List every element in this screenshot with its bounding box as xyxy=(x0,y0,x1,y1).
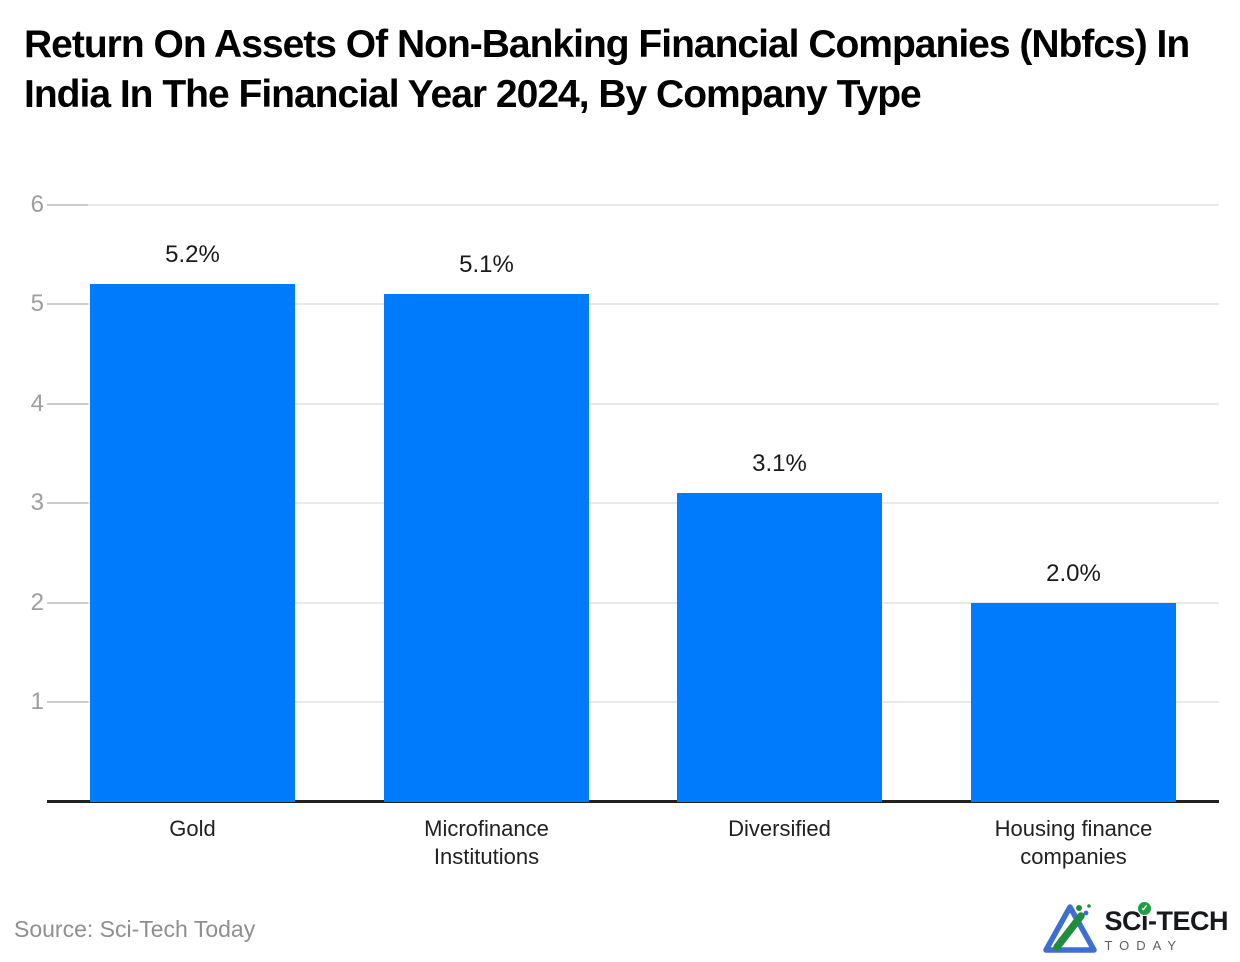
bar xyxy=(971,602,1176,802)
y-axis-label: 4 xyxy=(30,389,44,417)
y-axis-tick xyxy=(47,402,88,405)
bar xyxy=(90,284,295,802)
bar-value-label: 5.1% xyxy=(459,251,514,279)
logo-tagline: TODAY xyxy=(1104,938,1184,953)
gridline xyxy=(88,203,1219,206)
x-axis-category-label: Diversified xyxy=(728,816,831,841)
bar xyxy=(384,294,589,802)
gridline xyxy=(88,402,1219,405)
y-axis-label: 5 xyxy=(30,290,44,318)
y-axis-label: 2 xyxy=(30,588,44,616)
gridline xyxy=(88,701,1219,704)
logo-wordmark: SC i ✓ -TECH xyxy=(1104,902,1229,936)
y-axis-tick xyxy=(47,701,88,704)
gridline xyxy=(88,303,1219,306)
x-axis-category-label: Microfinance Institutions xyxy=(424,816,549,869)
sci-tech-today-logo: SC i ✓ -TECH TODAY xyxy=(1043,901,1229,960)
y-axis-tick xyxy=(47,601,88,604)
logo-wordmark-pre: SC xyxy=(1104,906,1141,936)
bar-value-label: 5.2% xyxy=(165,241,220,269)
bar-value-label: 2.0% xyxy=(1046,559,1101,587)
flask-triangle-icon xyxy=(1043,901,1098,960)
logo-text-block: SC i ✓ -TECH TODAY xyxy=(1104,902,1229,953)
x-axis-category-label: Gold xyxy=(169,816,216,841)
logo-wordmark-post: -TECH xyxy=(1148,906,1229,936)
bar-value-label: 3.1% xyxy=(752,450,807,478)
y-axis-tick xyxy=(47,303,88,306)
gridline xyxy=(88,601,1219,604)
chart-title: Return On Assets Of Non-Banking Financia… xyxy=(24,23,1190,116)
y-axis-label: 1 xyxy=(30,688,44,716)
x-axis-line xyxy=(47,800,1219,803)
y-axis-tick xyxy=(47,203,88,206)
y-axis-tick xyxy=(47,502,88,505)
bar xyxy=(677,493,882,802)
source-note: Source: Sci-Tech Today xyxy=(14,916,256,942)
check-icon: ✓ xyxy=(1137,902,1151,915)
y-axis-label: 6 xyxy=(30,190,44,218)
y-axis-label: 3 xyxy=(30,489,44,517)
gridline xyxy=(88,502,1219,505)
logo-wordmark-i: i ✓ xyxy=(1137,902,1151,935)
x-axis-category-label: Housing finance companies xyxy=(994,816,1153,869)
